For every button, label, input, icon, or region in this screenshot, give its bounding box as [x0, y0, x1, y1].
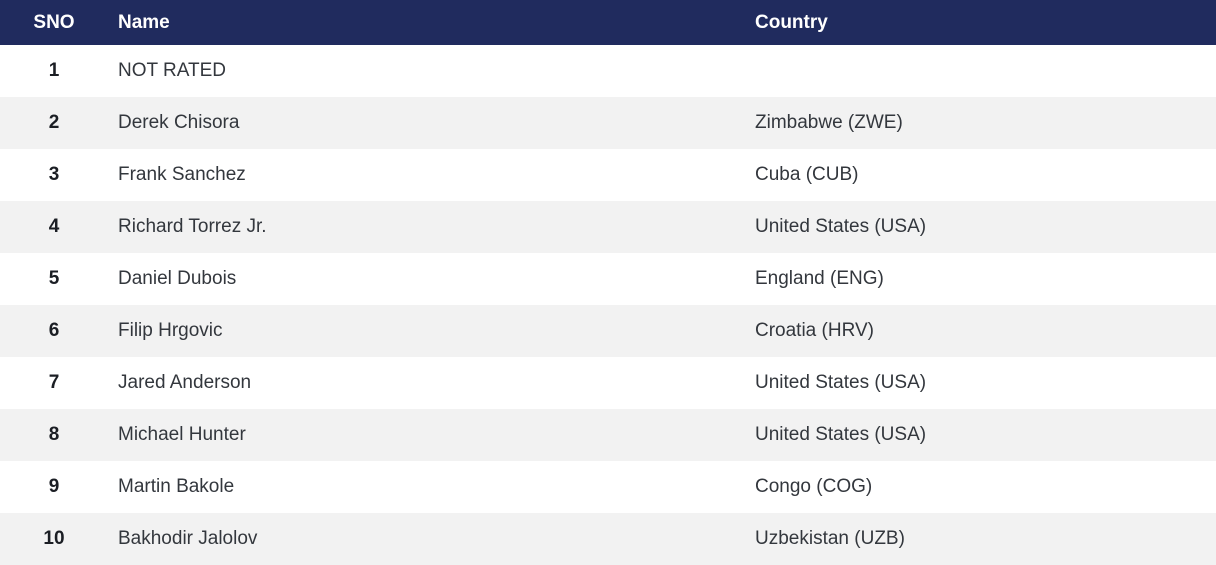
table-row: 6 Filip Hrgovic Croatia (HRV) [0, 305, 1216, 357]
name-cell: Filip Hrgovic [118, 320, 223, 341]
country-cell: England (ENG) [755, 268, 884, 289]
rank-cell: 9 [48, 476, 60, 497]
table-header: SNO Name Country [0, 0, 1216, 45]
name-cell: Michael Hunter [118, 424, 246, 445]
country-cell: Uzbekistan (UZB) [755, 528, 905, 549]
rank-cell: 10 [43, 528, 65, 549]
rank-cell: 3 [48, 164, 60, 185]
name-cell: Derek Chisora [118, 112, 240, 133]
rank-cell: 2 [48, 112, 60, 133]
name-cell: Bakhodir Jalolov [118, 528, 258, 549]
country-cell: Congo (COG) [755, 476, 873, 497]
table-body: 1 NOT RATED 2 Derek Chisora Zimbabwe (ZW… [0, 45, 1216, 565]
table-row: 9 Martin Bakole Congo (COG) [0, 461, 1216, 513]
rank-cell: 4 [48, 216, 60, 237]
country-cell: Zimbabwe (ZWE) [755, 112, 903, 133]
rank-cell: 1 [48, 60, 60, 81]
table-row: 2 Derek Chisora Zimbabwe (ZWE) [0, 97, 1216, 149]
country-cell: United States (USA) [755, 424, 927, 445]
header-row: SNO Name Country [0, 0, 1216, 45]
rank-cell: 7 [48, 372, 60, 393]
name-cell: Jared Anderson [118, 372, 252, 393]
country-cell: Croatia (HRV) [755, 320, 874, 341]
table-row: 3 Frank Sanchez Cuba (CUB) [0, 149, 1216, 201]
name-cell: Richard Torrez Jr. [118, 216, 267, 237]
column-header-sno: SNO [0, 0, 108, 45]
name-cell: Frank Sanchez [118, 164, 246, 185]
name-cell: Martin Bakole [118, 476, 235, 497]
column-header-country: Country [755, 0, 1216, 45]
rank-cell: 8 [48, 424, 60, 445]
table-row: 8 Michael Hunter United States (USA) [0, 409, 1216, 461]
table-row: 7 Jared Anderson United States (USA) [0, 357, 1216, 409]
country-cell: United States (USA) [755, 372, 927, 393]
table-row: 1 NOT RATED [0, 45, 1216, 97]
country-cell: Cuba (CUB) [755, 164, 859, 185]
country-cell [755, 45, 1216, 97]
country-cell: United States (USA) [755, 216, 927, 237]
table-row: 4 Richard Torrez Jr. United States (USA) [0, 201, 1216, 253]
table-row: 10 Bakhodir Jalolov Uzbekistan (UZB) [0, 513, 1216, 565]
name-cell: NOT RATED [118, 60, 227, 81]
rank-cell: 5 [48, 268, 60, 289]
column-header-name: Name [108, 0, 755, 45]
rank-cell: 6 [48, 320, 60, 341]
name-cell: Daniel Dubois [118, 268, 237, 289]
table-row: 5 Daniel Dubois England (ENG) [0, 253, 1216, 305]
